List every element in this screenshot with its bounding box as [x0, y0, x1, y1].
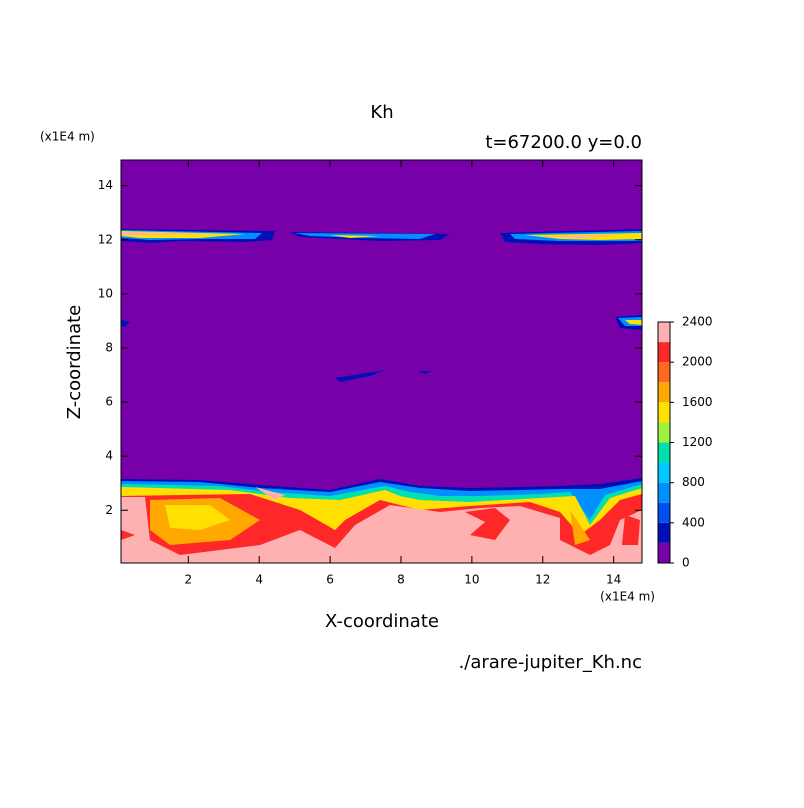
contour-fill	[165, 505, 230, 530]
x-tick-label: 8	[397, 573, 405, 587]
source-file: ./arare-jupiter_Kh.nc	[459, 652, 642, 673]
y-tick-label: 6	[105, 395, 113, 409]
y-unit: (x1E4 m)	[40, 130, 95, 144]
colorbar-tick-label: 1600	[682, 395, 713, 409]
colorbar-tick-label: 800	[682, 475, 705, 489]
x-tick-label: 2	[185, 573, 193, 587]
y-tick-label: 4	[105, 449, 113, 463]
y-tick-label: 2	[105, 503, 113, 517]
contour-fill	[121, 229, 642, 382]
colorbar-band	[658, 542, 670, 563]
colorbar-band	[658, 382, 670, 403]
y-tick-label: 8	[105, 340, 113, 354]
colorbar-band	[658, 342, 670, 363]
x-tick-label: 4	[255, 573, 263, 587]
colorbar-tick-label: 0	[682, 556, 690, 570]
y-tick-label: 14	[98, 178, 113, 192]
subtitle: t=67200.0 y=0.0	[485, 132, 642, 153]
x-axis-label: X-coordinate	[325, 611, 439, 632]
contour-field	[121, 160, 642, 563]
plot-frame	[120, 159, 643, 564]
contour-fill	[150, 498, 590, 545]
colorbar-band	[658, 422, 670, 443]
colorbar-tick-label: 2000	[682, 355, 713, 369]
colorbar-band	[658, 322, 670, 343]
contour-fill	[121, 232, 620, 238]
x-tick-label: 12	[535, 573, 550, 587]
colorbar-band	[658, 462, 670, 483]
colorbar-band	[658, 402, 670, 423]
colorbar-band	[658, 362, 670, 383]
x-unit: (x1E4 m)	[600, 590, 655, 604]
chart-title: Kh	[370, 102, 393, 123]
x-tick-label: 10	[464, 573, 479, 587]
colorbar-band	[658, 522, 670, 543]
colorbar-tick-label: 2400	[682, 315, 713, 329]
colorbar-band	[658, 482, 670, 503]
y-tick-label: 12	[98, 232, 113, 246]
y-tick-label: 10	[98, 286, 113, 300]
colorbar-band	[658, 502, 670, 523]
x-tick-label: 6	[326, 573, 334, 587]
contour-fill	[121, 487, 642, 563]
y-axis-label: Z-coordinate	[64, 305, 85, 420]
colorbar-tick-label: 1200	[682, 435, 713, 449]
x-tick-label: 14	[606, 573, 621, 587]
colorbar-band	[658, 442, 670, 463]
colorbar-tick-label: 400	[682, 515, 705, 529]
